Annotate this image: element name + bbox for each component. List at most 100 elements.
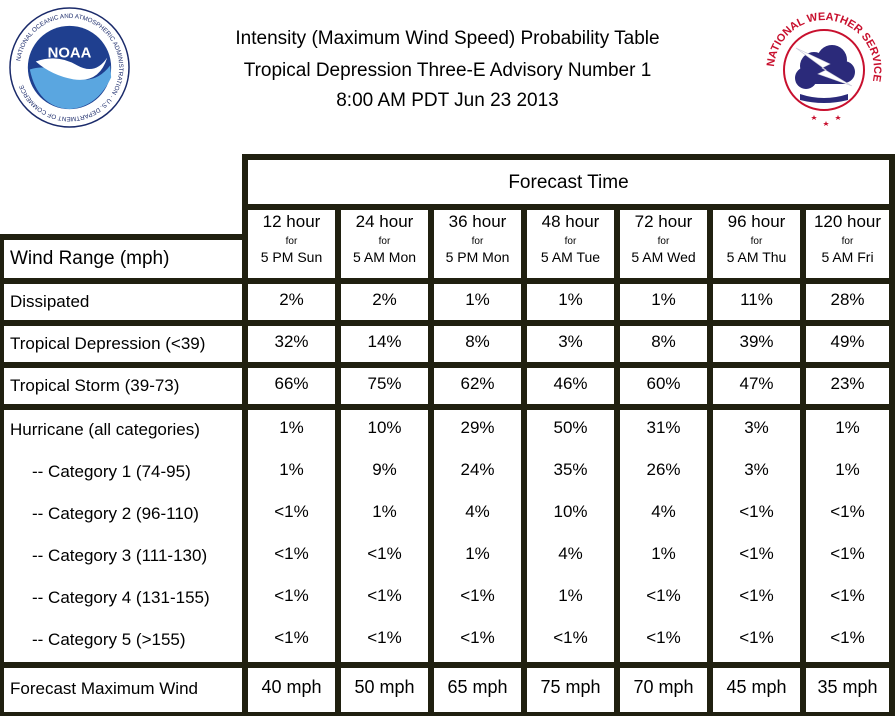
cell-value: <1% — [646, 628, 681, 647]
cell-value: 1% — [465, 544, 490, 563]
table-row-value-cell: 46% — [527, 368, 614, 404]
cell-value: 3% — [744, 418, 769, 437]
cell-value: 39% — [739, 332, 774, 351]
cell-value: 1% — [465, 290, 490, 309]
max-wind-row-value-cell: 50 mph — [341, 668, 428, 712]
cell-value: <1% — [274, 544, 309, 563]
hurricane-block-value-cell: 31% 26% 4% 1% <1% <1% — [620, 410, 707, 662]
cell-value: <1% — [460, 628, 495, 647]
cell-value: <1% — [460, 586, 495, 605]
forecast-time-header: Forecast Time — [248, 160, 889, 204]
hurricane-block-value-cell: 10% 9% 1% <1% <1% <1% — [341, 410, 428, 662]
column-when: 5 AM Tue — [540, 249, 601, 265]
hurricane-block-value-cell: 1% 1% <1% <1% <1% <1% — [806, 410, 889, 662]
cell-value: 1% — [558, 290, 583, 309]
cell-value: 45 mph — [726, 677, 787, 697]
cell-value: 1% — [651, 544, 676, 563]
cell-value: 1% — [835, 460, 860, 479]
column-for: for — [657, 236, 670, 247]
cell-value: 24% — [460, 460, 495, 479]
cell-value: <1% — [553, 628, 588, 647]
row-label: Tropical Depression (<39) — [10, 334, 206, 353]
title-line-2: Tropical Depression Three-E Advisory Num… — [243, 60, 652, 81]
table-row-value-cell: 47% — [713, 368, 800, 404]
hurricane-block-value-cell: 3% 3% <1% <1% <1% <1% — [713, 410, 800, 662]
cell-value: 29% — [460, 418, 495, 437]
row-label: Dissipated — [10, 292, 90, 311]
table-row-value-cell: 2% — [248, 284, 335, 320]
cell-value: 4% — [651, 502, 676, 521]
table-row-label-cell: Tropical Storm (39-73) — [4, 368, 242, 404]
max-wind-row-label-cell: Forecast Maximum Wind — [4, 668, 242, 712]
max-wind-row-value-cell: 35 mph — [806, 668, 889, 712]
cell-value: 2% — [372, 290, 397, 309]
table-row-value-cell: 60% — [620, 368, 707, 404]
cell-value: <1% — [274, 586, 309, 605]
column-for: for — [285, 236, 298, 247]
cell-value: 75% — [367, 374, 402, 393]
table-row-value-cell: 11% — [713, 284, 800, 320]
cell-value: 70 mph — [633, 677, 694, 697]
row-label: -- Category 5 (>155) — [32, 630, 186, 649]
table-row-value-cell: 23% — [806, 368, 889, 404]
cell-value: 8% — [651, 332, 676, 351]
cell-value: 49% — [830, 332, 865, 351]
column-header: 24 hour for 5 AM Mon — [341, 210, 428, 278]
cell-value: 3% — [558, 332, 583, 351]
column-for: for — [378, 236, 391, 247]
cell-value: 1% — [279, 460, 304, 479]
hurricane-block-value-cell: 1% 1% <1% <1% <1% <1% — [248, 410, 335, 662]
cell-value: 14% — [367, 332, 402, 351]
noaa-center-text: NOAA — [48, 46, 92, 62]
column-hours: 24 hour — [355, 212, 414, 231]
table-row-label-cell: Dissipated — [4, 284, 242, 320]
cell-value: 1% — [372, 502, 397, 521]
cell-value: 75 mph — [540, 677, 601, 697]
cell-value: <1% — [739, 628, 774, 647]
cell-value: 66% — [274, 374, 309, 393]
column-for: for — [750, 236, 763, 247]
cell-value: <1% — [367, 544, 402, 563]
cell-value: 46% — [553, 374, 588, 393]
noaa-logo: NOAA NATIONAL OCEANIC AND ATMOSPHERIC AD… — [9, 7, 130, 128]
title-line-3: 8:00 AM PDT Jun 23 2013 — [336, 90, 559, 111]
cell-value: <1% — [830, 628, 865, 647]
row-label: -- Category 2 (96-110) — [32, 504, 199, 523]
column-when: 5 PM Sun — [260, 249, 323, 265]
hurricane-block-label-cell: Hurricane (all categories) -- Category 1 … — [4, 410, 242, 662]
table-row-value-cell: 1% — [620, 284, 707, 320]
cell-value: 40 mph — [261, 677, 322, 697]
cell-value: 4% — [465, 502, 490, 521]
column-when: 5 PM Mon — [445, 249, 510, 265]
max-wind-row-value-cell: 70 mph — [620, 668, 707, 712]
row-label: -- Category 1 (74-95) — [32, 462, 191, 481]
cell-value: 3% — [744, 460, 769, 479]
cell-value: 32% — [274, 332, 309, 351]
column-when: 5 AM Thu — [726, 249, 787, 265]
column-hours: 72 hour — [634, 212, 693, 231]
column-when: 5 AM Wed — [631, 249, 696, 265]
column-hours: 120 hour — [813, 212, 882, 231]
row-label: Hurricane (all categories) — [10, 420, 200, 439]
table-row-value-cell: 32% — [248, 326, 335, 362]
cell-value: <1% — [739, 544, 774, 563]
cell-value: <1% — [739, 586, 774, 605]
column-for: for — [564, 236, 577, 247]
table-row-value-cell: 3% — [527, 326, 614, 362]
table-row-value-cell: 2% — [341, 284, 428, 320]
title-line-1: Intensity (Maximum Wind Speed) Probabili… — [235, 28, 660, 49]
cell-value: 10% — [367, 418, 402, 437]
table-row-value-cell: 75% — [341, 368, 428, 404]
row-label: Tropical Storm (39-73) — [10, 376, 180, 395]
table-row-value-cell: 8% — [620, 326, 707, 362]
cell-value: 2% — [279, 290, 304, 309]
row-label: -- Category 3 (111-130) — [32, 546, 208, 565]
cell-value: <1% — [274, 502, 309, 521]
column-header: 36 hour for 5 PM Mon — [434, 210, 521, 278]
nws-logo: NATIONAL WEATHER SERVICE — [765, 11, 883, 126]
cell-value: <1% — [739, 502, 774, 521]
wind-range-header: Wind Range (mph) — [4, 240, 242, 278]
table-row-value-cell: 66% — [248, 368, 335, 404]
cell-value: 9% — [372, 460, 397, 479]
max-wind-row-value-cell: 45 mph — [713, 668, 800, 712]
